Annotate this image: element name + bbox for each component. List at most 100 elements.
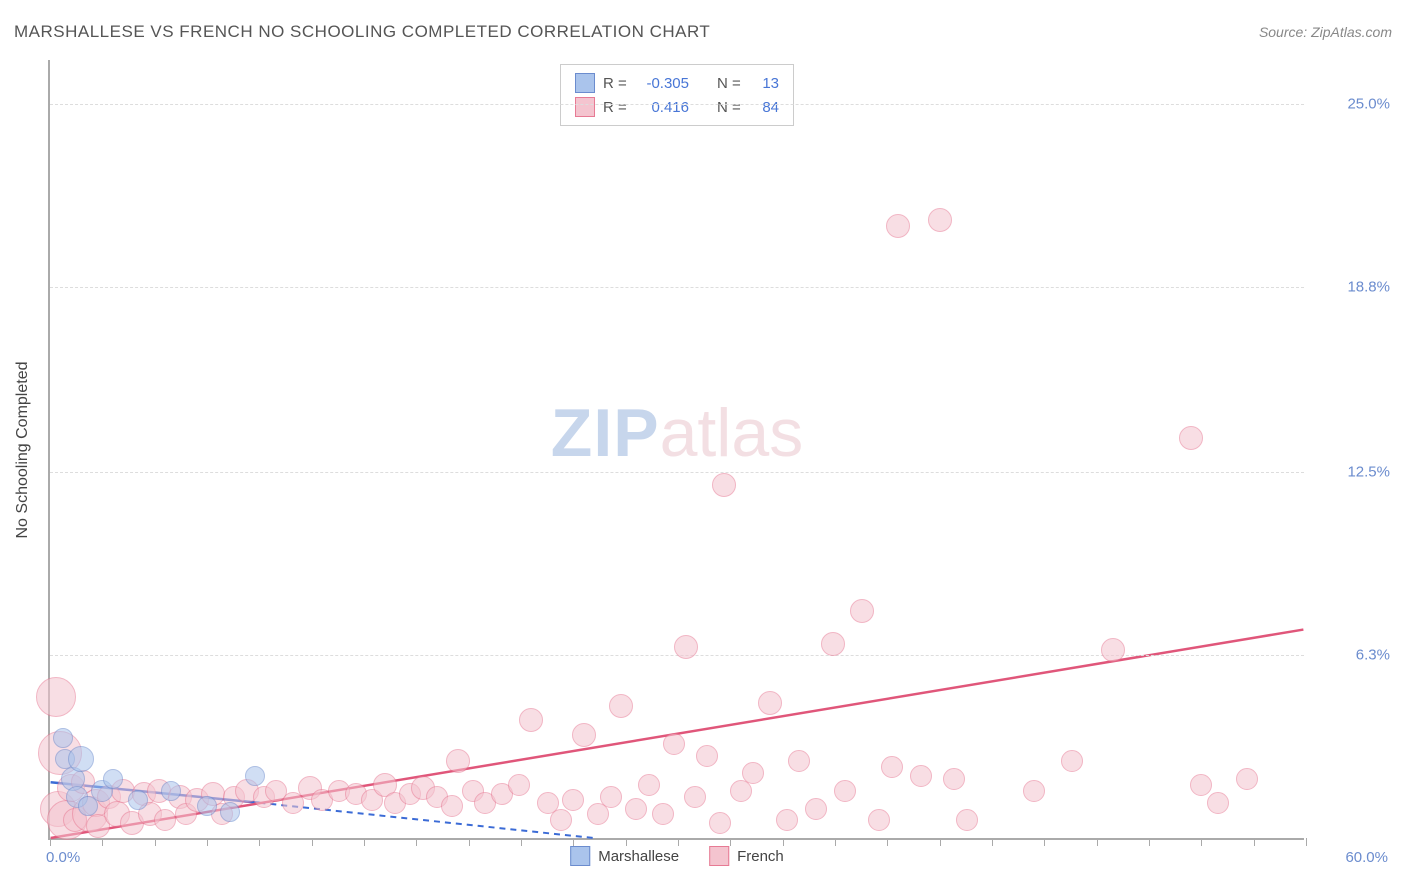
n-value: 84 — [751, 99, 779, 116]
ytick-label: 18.8% — [1347, 278, 1390, 295]
legend-swatch — [575, 73, 595, 93]
xtick — [783, 838, 784, 846]
bubble-marshallese — [220, 802, 240, 822]
bubble-french — [776, 809, 798, 831]
bubble-marshallese — [197, 796, 217, 816]
legend-series-label: Marshallese — [598, 848, 679, 865]
gridline-h — [50, 104, 1304, 105]
x-origin-label: 0.0% — [46, 849, 80, 866]
legend-series-item: French — [709, 846, 784, 866]
legend-swatch — [709, 846, 729, 866]
bubble-french — [886, 214, 910, 238]
bubble-french — [446, 749, 470, 773]
xtick — [312, 838, 313, 846]
r-value: -0.305 — [637, 75, 689, 92]
bubble-french — [572, 723, 596, 747]
xtick — [521, 838, 522, 846]
y-axis-label-container: No Schooling Completed — [8, 60, 38, 840]
bubble-french — [441, 795, 463, 817]
r-label: R = — [603, 99, 629, 116]
trend-lines-svg — [50, 60, 1304, 838]
xtick — [1097, 838, 1098, 846]
bubble-french — [1236, 768, 1258, 790]
bubble-french — [881, 756, 903, 778]
y-axis-label: No Schooling Completed — [14, 362, 32, 539]
bubble-french — [550, 809, 572, 831]
chart-title: MARSHALLESE VS FRENCH NO SCHOOLING COMPL… — [14, 22, 710, 42]
bubble-french — [674, 635, 698, 659]
gridline-h — [50, 287, 1304, 288]
xtick — [678, 838, 679, 846]
bubble-french — [712, 473, 736, 497]
ytick-label: 25.0% — [1347, 96, 1390, 113]
bubble-french — [609, 694, 633, 718]
bubble-french — [928, 208, 952, 232]
bubble-french — [742, 762, 764, 784]
bubble-french — [638, 774, 660, 796]
legend-swatch — [570, 846, 590, 866]
xtick — [835, 838, 836, 846]
legend-swatch — [575, 97, 595, 117]
bubble-french — [1207, 792, 1229, 814]
ytick-label: 6.3% — [1356, 646, 1390, 663]
bubble-french — [696, 745, 718, 767]
bubble-french — [805, 798, 827, 820]
n-value: 13 — [751, 75, 779, 92]
bubble-french — [834, 780, 856, 802]
xtick — [887, 838, 888, 846]
bubble-french — [910, 765, 932, 787]
bubble-french — [508, 774, 530, 796]
r-value: 0.416 — [637, 99, 689, 116]
n-label: N = — [717, 99, 743, 116]
xtick — [469, 838, 470, 846]
bubble-marshallese — [103, 769, 123, 789]
xtick — [1306, 838, 1307, 846]
xtick — [259, 838, 260, 846]
legend-stats-row: R =-0.305N =13 — [575, 71, 779, 95]
bubble-french — [868, 809, 890, 831]
legend-series-label: French — [737, 848, 784, 865]
bubble-french — [154, 809, 176, 831]
legend-stats-row: R = 0.416 N = 84 — [575, 95, 779, 119]
xtick — [1044, 838, 1045, 846]
bubble-french — [562, 789, 584, 811]
legend-stats: R = -0.305 N = 13 R = 0.416 N = 84 — [560, 64, 794, 126]
xtick — [1254, 838, 1255, 846]
chart-header: MARSHALLESE VS FRENCH NO SCHOOLING COMPL… — [14, 22, 1392, 42]
ytick-label: 12.5% — [1347, 464, 1390, 481]
xtick — [992, 838, 993, 846]
xtick — [155, 838, 156, 846]
xtick — [573, 838, 574, 846]
bubble-french — [663, 733, 685, 755]
xtick — [102, 838, 103, 846]
xtick — [940, 838, 941, 846]
xtick — [1149, 838, 1150, 846]
legend-series: Marshallese French — [570, 846, 784, 866]
xtick — [416, 838, 417, 846]
bubble-marshallese — [68, 746, 94, 772]
xtick — [730, 838, 731, 846]
r-label: R = — [603, 75, 629, 92]
bubble-french — [758, 691, 782, 715]
xtick — [626, 838, 627, 846]
bubble-french — [652, 803, 674, 825]
xtick — [1201, 838, 1202, 846]
bubble-french — [1061, 750, 1083, 772]
bubble-french — [1101, 638, 1125, 662]
bubble-french — [600, 786, 622, 808]
bubble-french — [625, 798, 647, 820]
bubble-marshallese — [161, 781, 181, 801]
bubble-marshallese — [128, 790, 148, 810]
xtick — [364, 838, 365, 846]
bubble-french — [821, 632, 845, 656]
xtick — [50, 838, 51, 846]
bubble-french — [684, 786, 706, 808]
bubble-french — [956, 809, 978, 831]
bubble-french — [36, 677, 76, 717]
legend-series-item: Marshallese — [570, 846, 679, 866]
xtick — [207, 838, 208, 846]
bubble-french — [850, 599, 874, 623]
bubble-french — [519, 708, 543, 732]
bubble-marshallese — [245, 766, 265, 786]
bubble-french — [943, 768, 965, 790]
